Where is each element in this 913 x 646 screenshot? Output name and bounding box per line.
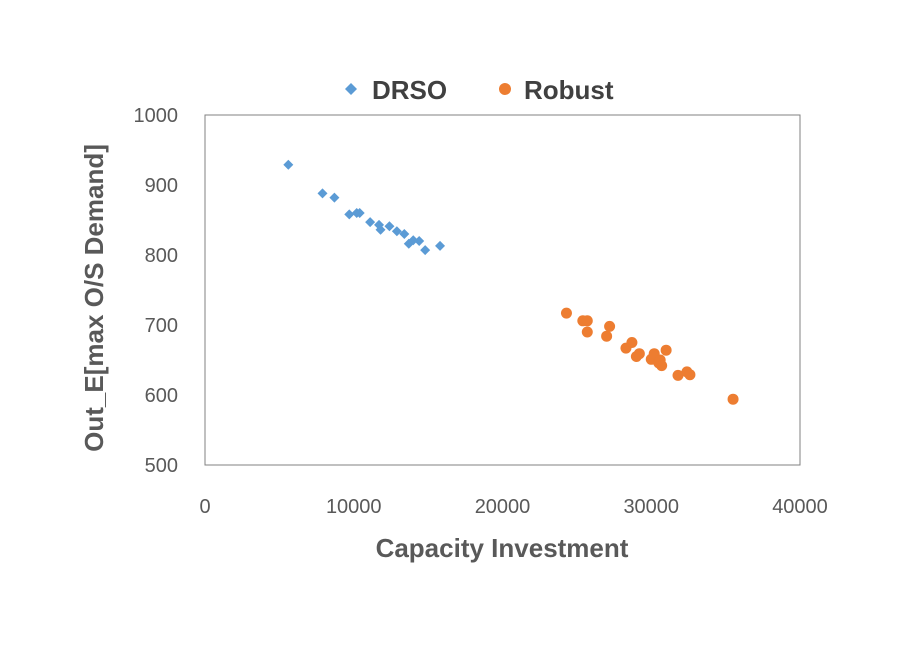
drso-point bbox=[354, 208, 365, 218]
y-tick-label: 600 bbox=[145, 385, 178, 407]
x-tick-label: 40000 bbox=[772, 496, 828, 518]
plot-area-frame bbox=[204, 114, 801, 466]
x-axis-title: Capacity Investment bbox=[376, 533, 629, 563]
legend-robust-marker bbox=[499, 83, 511, 95]
y-axis-title: Out_E[max O/S Demand] bbox=[79, 144, 109, 452]
robust-point bbox=[626, 337, 638, 348]
robust-point bbox=[581, 315, 593, 327]
robust-point bbox=[660, 344, 672, 356]
drso-point bbox=[384, 221, 395, 232]
drso-point bbox=[344, 209, 355, 220]
drso-point bbox=[375, 224, 386, 235]
robust-point bbox=[672, 369, 684, 381]
drso-point bbox=[391, 226, 402, 237]
drso-point bbox=[365, 217, 376, 228]
y-tick-label: 900 bbox=[145, 175, 178, 197]
legend-robust-label: Robust bbox=[524, 75, 614, 105]
legend-drso-marker bbox=[345, 83, 357, 95]
robust-point bbox=[604, 320, 616, 332]
drso-point bbox=[399, 229, 410, 239]
legend: DRSO Robust bbox=[345, 75, 614, 105]
y-tick-label: 700 bbox=[145, 315, 178, 337]
y-tick-label: 1000 bbox=[134, 105, 179, 127]
robust-point bbox=[601, 330, 613, 342]
robust-point bbox=[684, 369, 696, 381]
drso-point bbox=[414, 236, 425, 246]
x-tick-label: 30000 bbox=[623, 496, 679, 518]
x-tick-label: 10000 bbox=[326, 496, 382, 518]
legend-drso-label: DRSO bbox=[372, 75, 447, 105]
y-tick-label: 800 bbox=[145, 245, 178, 267]
robust-point bbox=[581, 326, 593, 338]
y-tick-label: 500 bbox=[145, 455, 178, 477]
robust-point bbox=[656, 360, 668, 372]
x-tick-label: 20000 bbox=[475, 496, 531, 518]
robust-point bbox=[633, 348, 645, 360]
drso-point bbox=[329, 192, 340, 203]
robust-point bbox=[727, 393, 739, 405]
robust-point bbox=[560, 307, 572, 319]
x-tick-label: 0 bbox=[199, 496, 210, 518]
drso-point bbox=[420, 245, 431, 256]
drso-point bbox=[317, 188, 328, 199]
drso-point bbox=[435, 240, 446, 251]
drso-point bbox=[283, 159, 294, 170]
drso-point bbox=[408, 235, 419, 246]
